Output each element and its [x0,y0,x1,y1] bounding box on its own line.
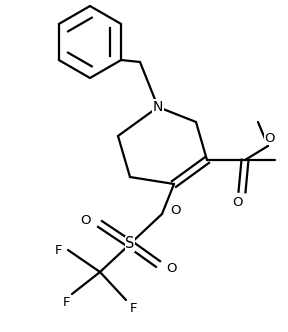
Text: O: O [171,204,181,216]
Text: F: F [54,243,62,257]
Text: F: F [130,301,138,314]
Text: O: O [233,196,243,208]
Text: N: N [153,100,163,114]
Text: O: O [81,213,91,226]
Text: S: S [125,236,135,252]
Text: F: F [62,295,70,308]
Text: O: O [167,262,177,275]
Text: O: O [265,131,275,144]
